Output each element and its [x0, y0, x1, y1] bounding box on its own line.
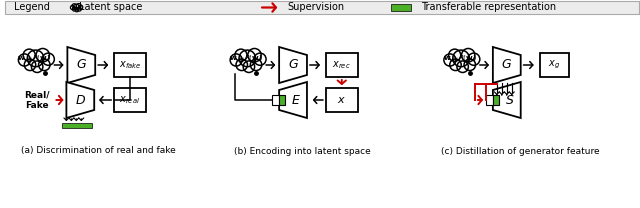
Circle shape: [79, 5, 83, 9]
Text: $x_g$: $x_g$: [548, 59, 561, 71]
Text: (a) Discrimination of real and fake: (a) Discrimination of real and fake: [21, 146, 175, 156]
Circle shape: [31, 61, 43, 72]
Text: $G$: $G$: [287, 58, 299, 72]
Text: (b) Encoding into latent space: (b) Encoding into latent space: [234, 146, 371, 156]
Circle shape: [250, 59, 262, 71]
Circle shape: [461, 48, 475, 62]
Text: $x_{fake}$: $x_{fake}$: [119, 59, 141, 71]
Text: $x$: $x$: [337, 95, 346, 105]
Text: Latent space: Latent space: [79, 2, 143, 12]
Text: $x_{rec}$: $x_{rec}$: [332, 59, 351, 71]
Circle shape: [72, 4, 76, 8]
Bar: [272, 95, 279, 105]
Circle shape: [38, 59, 50, 71]
Circle shape: [248, 48, 261, 62]
Text: Legend: Legend: [13, 2, 49, 12]
Bar: [4, 1, 639, 14]
Text: $x_{real}$: $x_{real}$: [120, 94, 141, 106]
Circle shape: [457, 61, 468, 72]
Polygon shape: [279, 47, 307, 83]
Circle shape: [24, 59, 36, 71]
Text: $D$: $D$: [75, 94, 86, 106]
Bar: [540, 53, 570, 77]
Polygon shape: [67, 47, 95, 83]
Bar: [279, 95, 285, 105]
Text: $\bf{w}$$\sim$$P(\bf{w})$: $\bf{w}$$\sim$$P(\bf{w})$: [229, 53, 264, 63]
Text: Real/
Fake: Real/ Fake: [24, 90, 49, 110]
Circle shape: [254, 53, 266, 65]
Bar: [493, 95, 499, 105]
Bar: [486, 95, 493, 105]
Circle shape: [77, 4, 81, 8]
Text: $G$: $G$: [501, 58, 512, 72]
Circle shape: [19, 54, 31, 66]
Text: Transferable representation: Transferable representation: [421, 2, 556, 12]
Circle shape: [23, 49, 35, 61]
Text: $\bf{w}$$\sim$$P(\bf{w})$: $\bf{w}$$\sim$$P(\bf{w})$: [17, 53, 52, 63]
Text: $G$: $G$: [76, 58, 87, 72]
Circle shape: [28, 50, 44, 67]
Circle shape: [77, 7, 81, 11]
Circle shape: [468, 53, 480, 65]
Circle shape: [464, 59, 476, 71]
Bar: [114, 88, 146, 112]
Circle shape: [230, 54, 242, 66]
Polygon shape: [67, 82, 94, 118]
Text: $E$: $E$: [291, 94, 301, 106]
Circle shape: [450, 59, 461, 71]
Bar: [326, 88, 358, 112]
Text: $S$: $S$: [505, 94, 515, 106]
Polygon shape: [279, 82, 307, 118]
Circle shape: [42, 53, 54, 65]
Circle shape: [74, 4, 79, 10]
Circle shape: [236, 59, 248, 71]
Text: (c) Distillation of generator feature: (c) Distillation of generator feature: [442, 146, 600, 156]
Text: Supervision: Supervision: [287, 2, 344, 12]
Circle shape: [75, 8, 79, 12]
Polygon shape: [493, 47, 521, 83]
Circle shape: [235, 49, 247, 61]
Circle shape: [36, 48, 49, 62]
Circle shape: [70, 5, 75, 10]
Circle shape: [444, 54, 456, 66]
Bar: [392, 4, 412, 11]
Circle shape: [239, 50, 255, 67]
Circle shape: [243, 61, 255, 72]
Circle shape: [449, 49, 461, 61]
Circle shape: [452, 50, 469, 67]
Text: $\bf{w}$$\sim$$P(\bf{w})$: $\bf{w}$$\sim$$P(\bf{w})$: [443, 53, 477, 63]
Bar: [326, 53, 358, 77]
Polygon shape: [493, 82, 521, 118]
Bar: [63, 123, 92, 128]
Bar: [114, 53, 146, 77]
Circle shape: [72, 7, 76, 11]
